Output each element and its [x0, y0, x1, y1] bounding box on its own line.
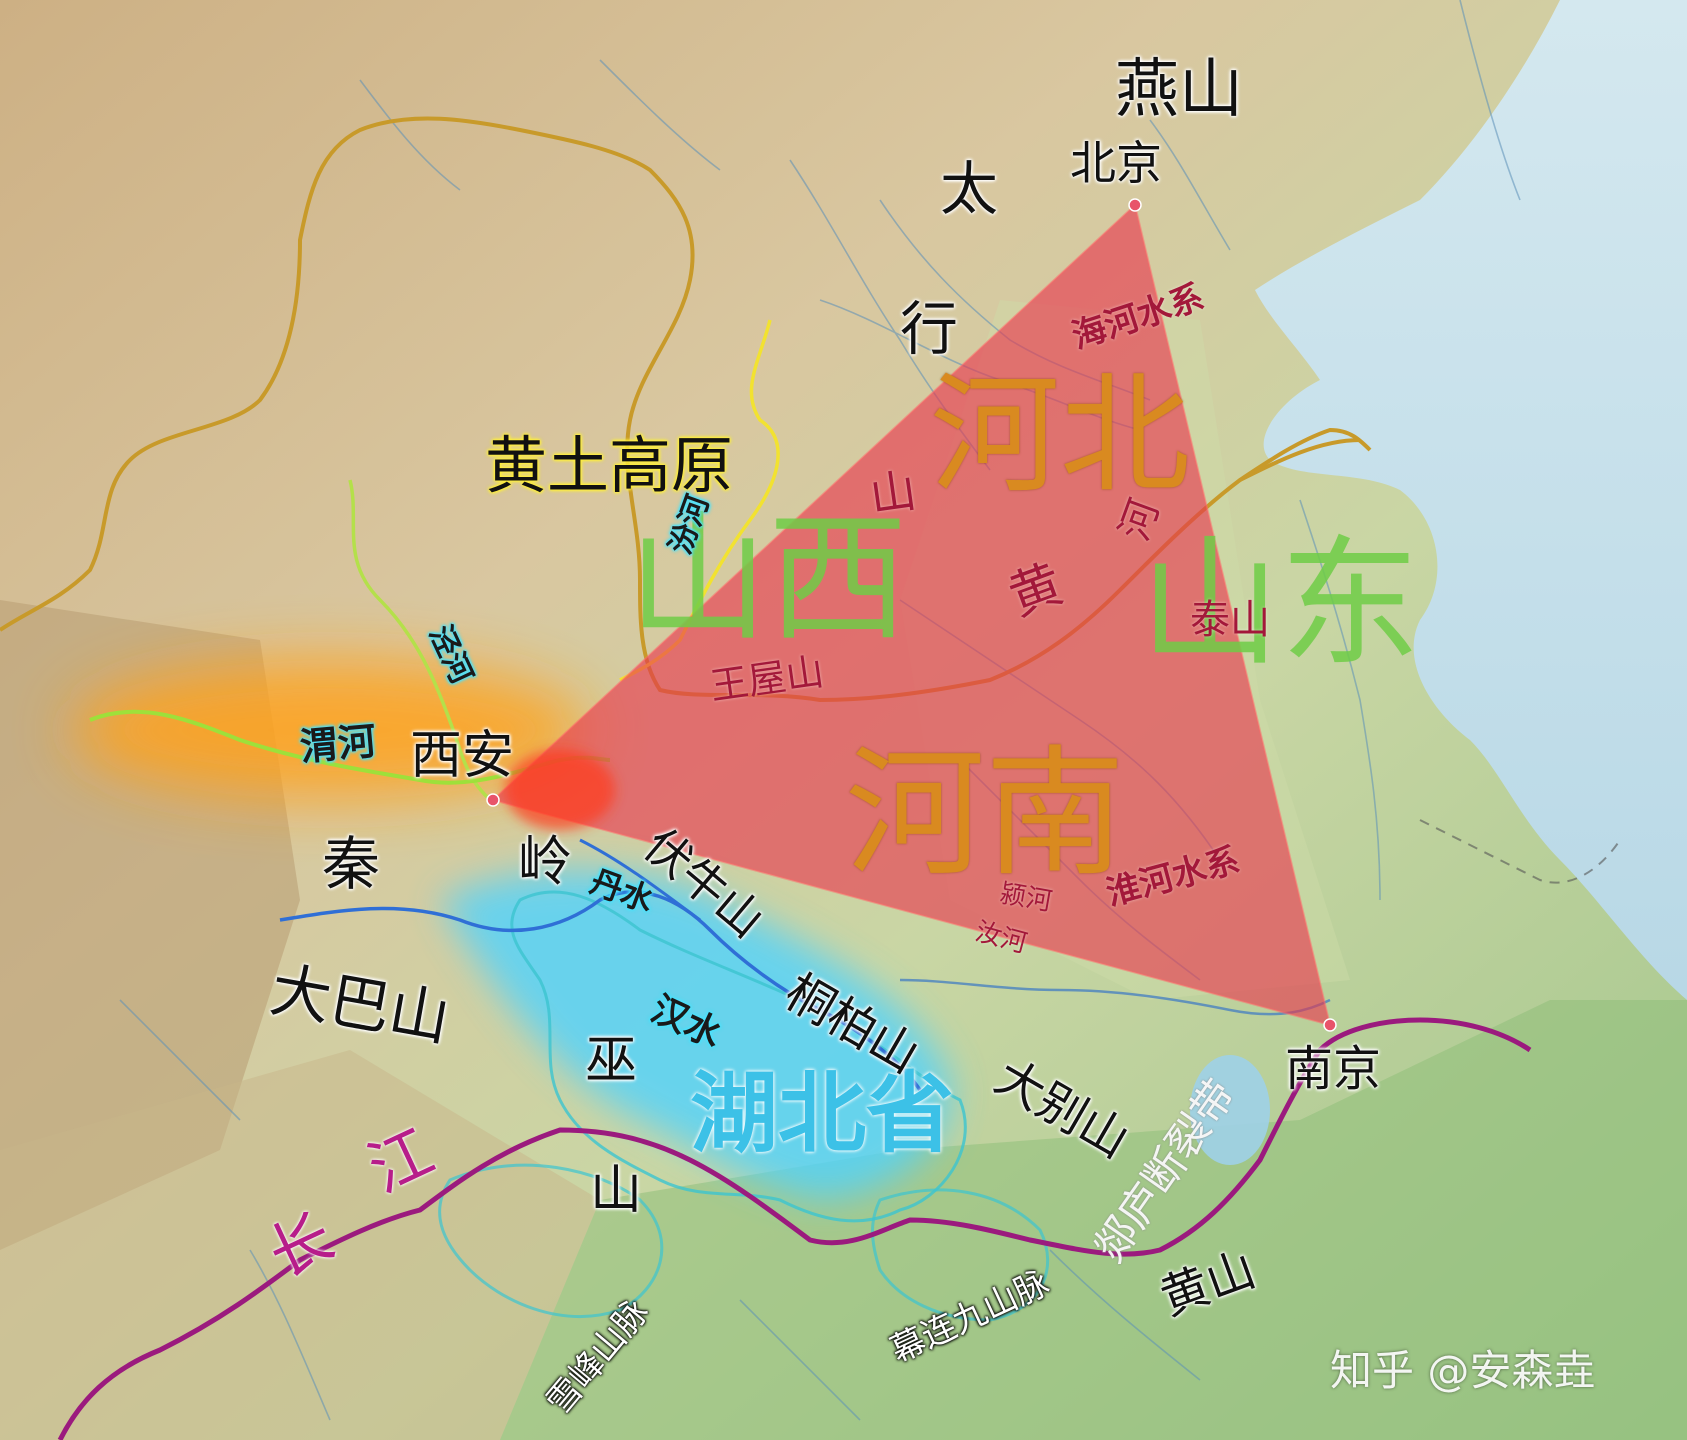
han-river-line: [279, 890, 922, 1091]
label-shandong: 山东: [1140, 523, 1421, 686]
label-qinling-1: 秦: [322, 830, 381, 898]
label-yanshan: 燕山: [1115, 53, 1243, 127]
hunan-outline: [438, 1163, 664, 1318]
yangtze-river-line: [57, 1017, 1532, 1440]
beijing-dot: [1128, 198, 1142, 212]
nanjing-dot: [1323, 1018, 1337, 1032]
core-triangle: [490, 203, 1332, 1027]
label-taihang-2: 行: [900, 295, 959, 363]
jiangxi-outline: [871, 1188, 1050, 1322]
province-border-dashed: [1419, 819, 1621, 884]
sichuan-hills: [0, 1050, 600, 1440]
label-beijing: 北京: [1070, 136, 1162, 190]
label-nanjing: 南京: [1285, 1041, 1382, 1097]
label-wushan-1: 巫: [585, 1031, 638, 1091]
watermark: 知乎 @安森垚: [1330, 1346, 1596, 1395]
bohai-yellow-sea: [1255, 0, 1687, 1000]
label-loess-plateau: 黄土高原: [485, 429, 734, 502]
southern-hills: [500, 1000, 1687, 1440]
hubei-basin-glow: [440, 870, 951, 1200]
label-qinling-2: 岭: [518, 830, 572, 893]
lake: [1190, 1055, 1270, 1165]
label-wushan-2: 山: [590, 1161, 643, 1221]
label-taishan: 泰山: [1190, 597, 1270, 643]
weihe-valley-glow: [70, 660, 590, 800]
yellow-river-mouth: [1238, 427, 1372, 482]
jing-river-line: [348, 479, 492, 802]
label-weihe: 渭河: [298, 718, 378, 770]
dan-river-line: [579, 838, 701, 922]
xian-vertex-glow: [505, 750, 615, 830]
label-hubei: 湖北省: [690, 1062, 955, 1165]
xian-dot: [486, 793, 500, 807]
hubei-outline: [510, 890, 967, 1223]
label-hebei: 河北: [930, 359, 1191, 511]
label-taihang-1: 太: [940, 155, 999, 223]
label-xian: 西安: [410, 726, 515, 786]
label-shanxi: 山西: [628, 498, 909, 661]
label-henan: 河南: [845, 733, 1126, 896]
